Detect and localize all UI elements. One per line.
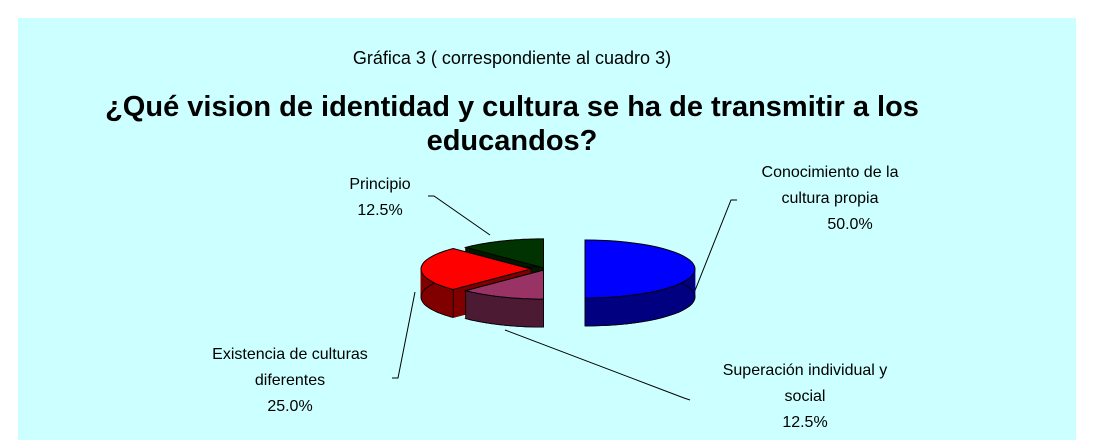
slice-side [593,297,603,327]
leader-line [504,329,691,401]
slice-side [668,285,675,317]
slice-side [436,283,440,314]
chart-title: ¿Qué vision de identidad y cultura se ha… [105,91,919,157]
pie-slice [584,239,696,299]
slice-side [626,294,636,325]
slice-side [673,283,680,315]
value-label: 12.5% [357,202,403,219]
slice-side [528,298,531,328]
slice-side [634,293,643,324]
category-label: Conocimiento de la cultura propia [761,164,899,207]
category-label: Superación individual y social [722,362,888,405]
slice-side [530,298,533,328]
slice-label: Principio 12.5% [340,172,420,224]
leader-line [392,291,416,379]
slice-side [526,298,529,328]
slice-side [447,287,451,318]
slice-side [449,288,454,318]
leader-line [691,199,737,299]
slice-edge [465,318,544,328]
value-label: 25.0% [267,398,313,415]
category-label: Principio [349,176,411,193]
pie-slice [420,247,533,291]
slice-side [538,298,542,328]
slice-side [656,289,664,320]
slice-side [678,281,684,313]
chart-subtitle: Gráfica 3 ( correspondiente al cuadro 3) [352,48,672,68]
slice-side [536,298,540,328]
slice-side [642,292,650,323]
chart-area [18,18,1076,440]
slice-side [434,282,438,313]
slice-side [532,298,536,328]
slice-side [662,287,669,318]
pie-slice [463,269,544,300]
slice-side [439,284,443,315]
value-label: 50.0% [827,216,873,233]
slice-side [584,297,594,327]
slice-label: Conocimiento de la cultura propia 50.0% [720,160,940,238]
pie-slice [463,238,544,269]
slice-side [601,296,611,326]
slice-label: Superación individual y social 12.5% [690,358,920,436]
slice-side [691,272,694,305]
slice-side [444,286,448,317]
value-label: 12.5% [782,414,828,431]
slice-side [618,295,628,325]
slice-side [441,285,445,316]
slice-side [432,281,436,312]
slice-label: Existencia de culturas diferentes 25.0% [180,342,400,420]
slice-side [649,290,657,321]
category-label: Existencia de culturas diferentes [212,346,368,389]
slice-side [430,280,434,311]
slice-side [686,277,690,309]
slice-side [534,298,538,328]
slice-side [689,275,693,307]
slice-side [610,296,620,326]
leader-line [428,195,491,236]
